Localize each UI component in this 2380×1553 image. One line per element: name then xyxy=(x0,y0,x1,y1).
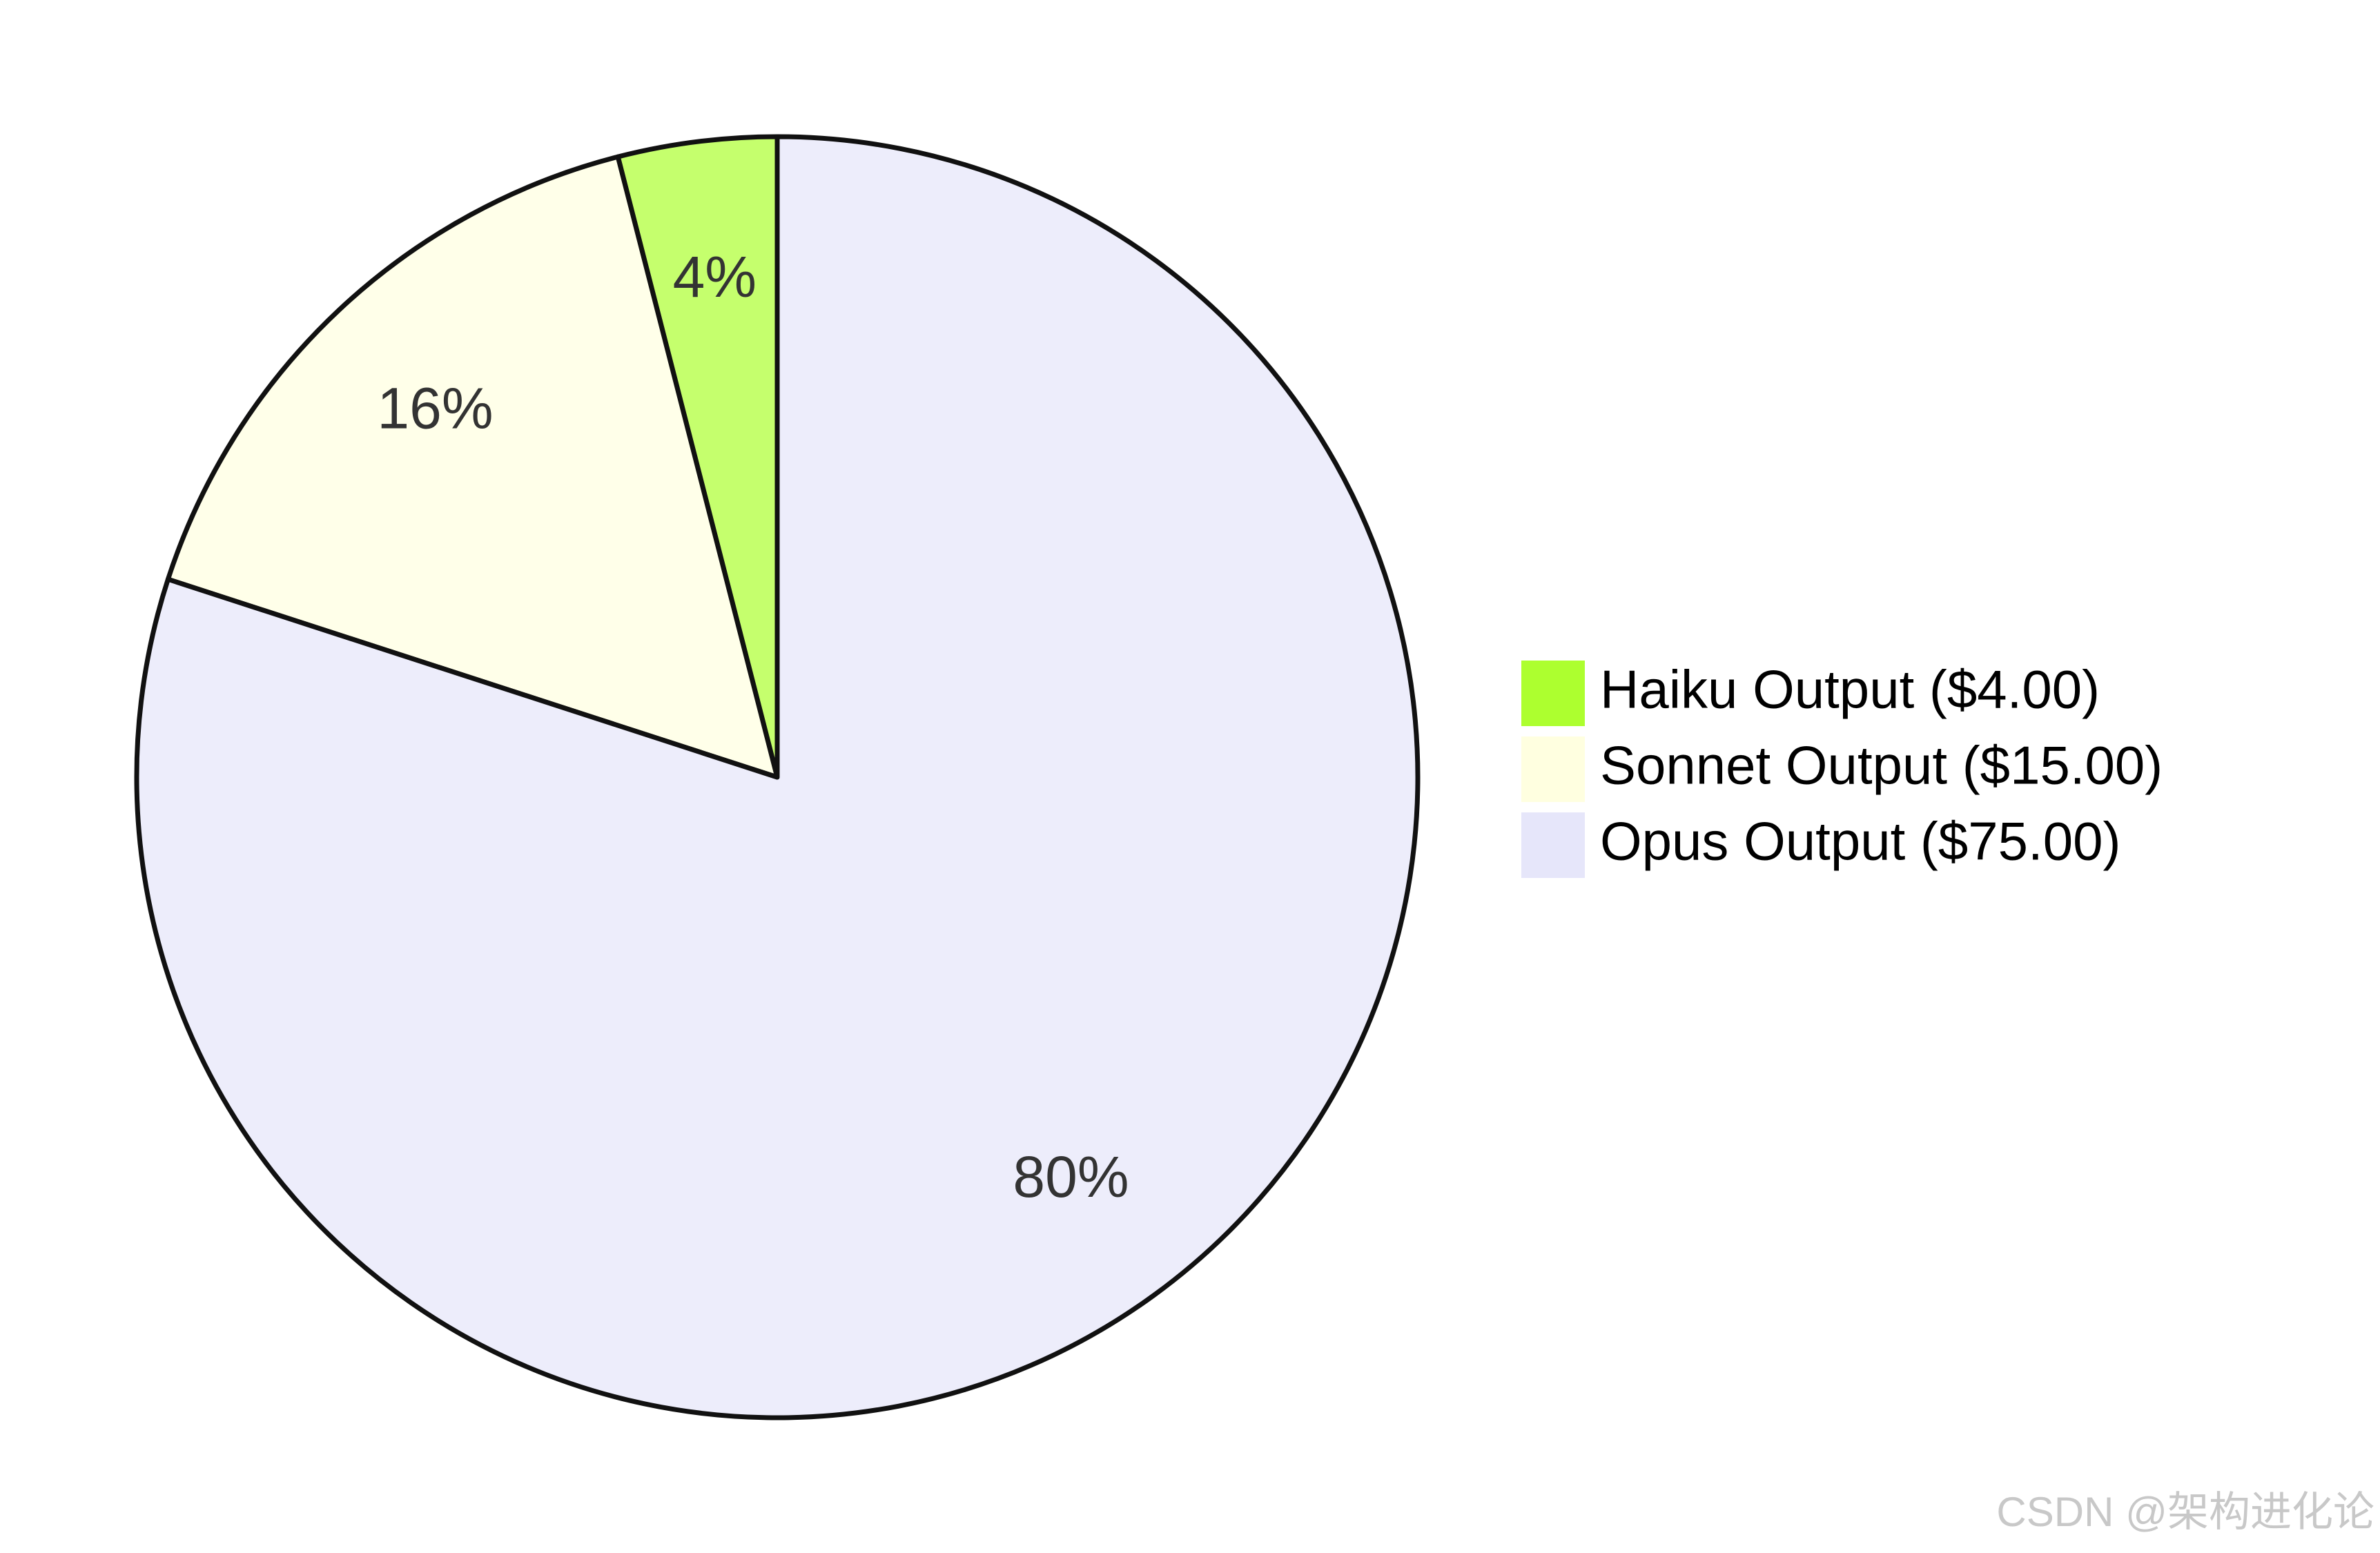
legend-swatch xyxy=(1521,736,1585,802)
legend-swatch xyxy=(1521,661,1585,726)
slice-label: 80% xyxy=(1013,1144,1129,1209)
legend-swatch xyxy=(1521,812,1585,878)
slice-label: 16% xyxy=(377,376,493,441)
legend-label: Opus Output ($75.00) xyxy=(1600,811,2120,872)
legend-label: Haiku Output ($4.00) xyxy=(1600,659,2100,720)
legend-label: Sonnet Output ($15.00) xyxy=(1600,735,2163,796)
pie-slice xyxy=(165,154,780,780)
pie-slice xyxy=(134,134,1421,1420)
slice-label: 4% xyxy=(673,244,757,309)
watermark: CSDN @架构进化论 xyxy=(1996,1489,2374,1535)
